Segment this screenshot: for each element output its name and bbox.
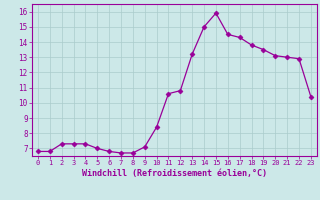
X-axis label: Windchill (Refroidissement éolien,°C): Windchill (Refroidissement éolien,°C) xyxy=(82,169,267,178)
